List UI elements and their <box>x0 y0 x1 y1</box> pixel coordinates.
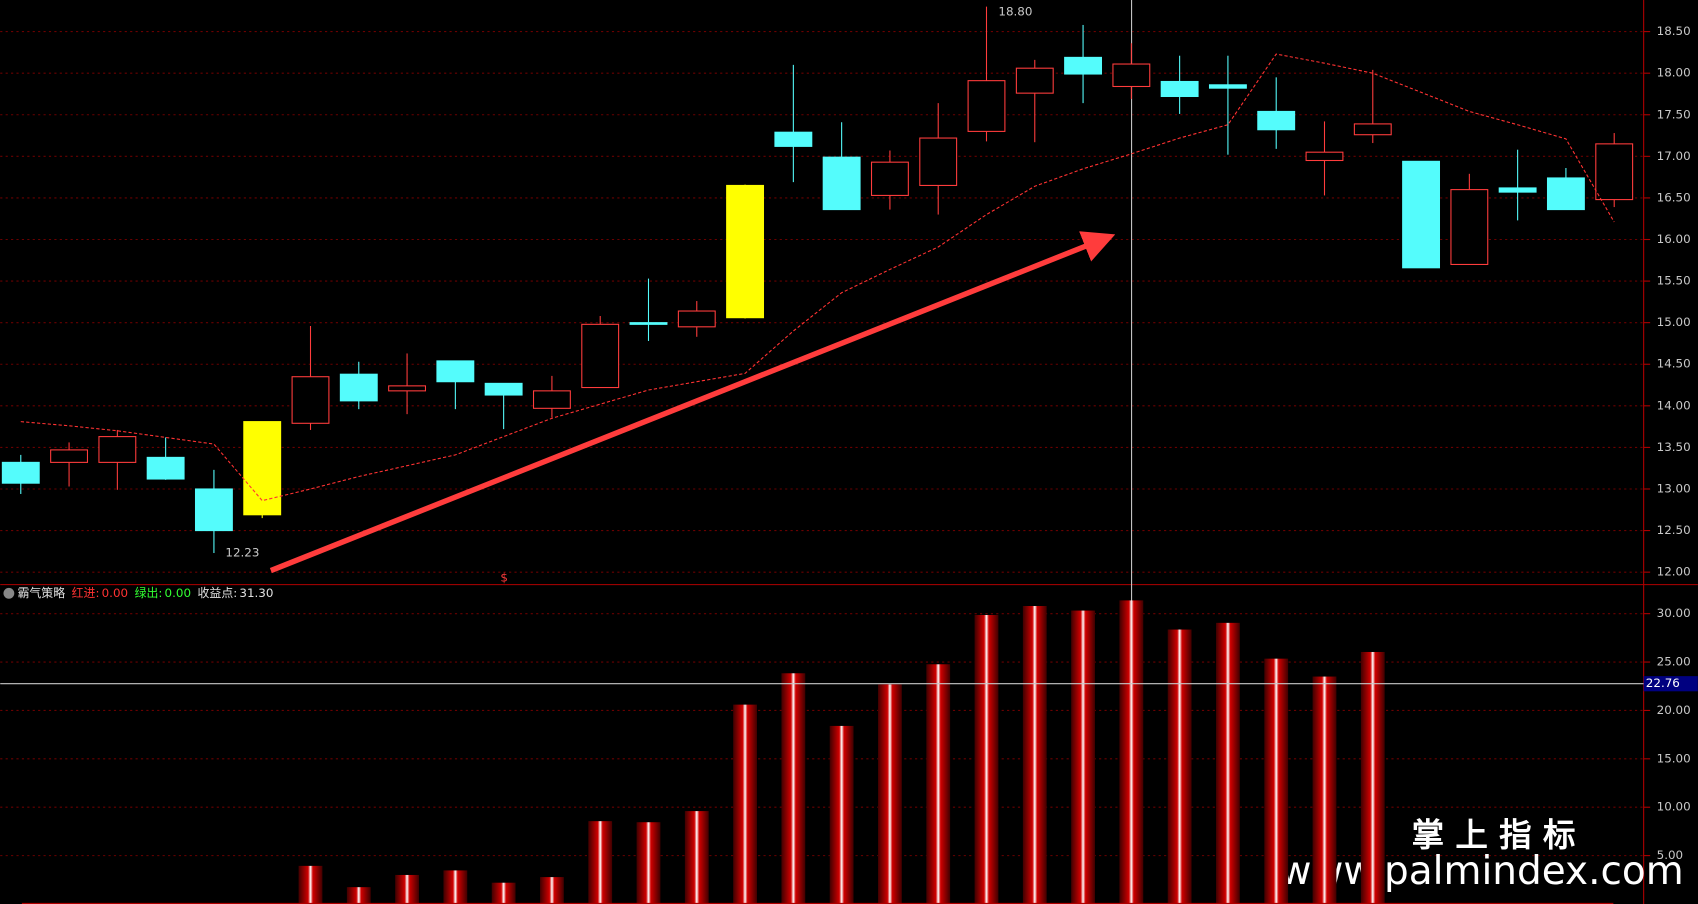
bar <box>1022 606 1047 904</box>
y-tick-label: 15.50 <box>1657 274 1691 288</box>
bar <box>1312 676 1337 904</box>
y-tick-label: 10.00 <box>1657 800 1691 814</box>
candle-body <box>726 184 765 319</box>
legend-value: 0.00 <box>165 586 191 600</box>
legend-label: 绿出: <box>135 586 163 600</box>
bar <box>781 673 806 904</box>
bar <box>1071 610 1095 904</box>
bar <box>588 821 613 904</box>
candle-body <box>822 156 861 211</box>
bar <box>443 870 468 904</box>
candle-body <box>870 161 909 196</box>
y-tick-label: 5.00 <box>1657 848 1683 862</box>
y-tick-label: 12.00 <box>1657 565 1691 579</box>
legend-value: 0.00 <box>102 586 128 600</box>
candle-body <box>98 436 137 463</box>
y-tick-label: 16.00 <box>1657 232 1691 246</box>
annotation: $ <box>500 571 508 585</box>
candle-body <box>146 456 185 480</box>
y-tick-label: 25.00 <box>1657 655 1691 669</box>
bar <box>1119 600 1144 904</box>
y-tick-label: 15.00 <box>1657 751 1691 765</box>
bar <box>1360 651 1385 904</box>
candle-body <box>919 137 958 186</box>
candle-body <box>581 323 620 389</box>
candle-body <box>1305 151 1344 162</box>
value-tag-bg <box>1643 676 1698 692</box>
candle-body <box>1595 143 1634 201</box>
moving-average <box>20 53 1615 502</box>
candle-body <box>1112 63 1151 88</box>
candle-body <box>677 310 716 328</box>
candle-body <box>291 376 330 424</box>
candle-body <box>1450 189 1489 265</box>
bar <box>1216 622 1240 904</box>
watermark-title: 掌 上 指 标 <box>1412 816 1576 854</box>
y-tick-label: 13.50 <box>1657 440 1691 454</box>
candle-body <box>1064 56 1103 75</box>
candle-body <box>1 461 40 484</box>
legend-label: 收益点: <box>198 586 238 600</box>
y-tick-label: 13.00 <box>1657 481 1691 495</box>
trend-arrow <box>269 231 1116 574</box>
candle-body <box>1546 177 1585 211</box>
bar <box>395 874 419 904</box>
bar <box>540 877 564 904</box>
y-tick-label: 14.50 <box>1657 357 1691 371</box>
y-tick-label: 20.00 <box>1657 703 1691 717</box>
y-tick-label: 14.00 <box>1657 398 1691 412</box>
bar <box>636 822 661 904</box>
candle-body <box>436 360 475 383</box>
bar <box>829 725 854 904</box>
candle-body <box>194 488 233 532</box>
candle-body <box>1402 160 1441 269</box>
bar <box>684 811 709 904</box>
y-tick-label: 18.50 <box>1657 24 1691 38</box>
candle-body <box>50 449 89 463</box>
bar <box>298 865 323 904</box>
indicator-title: 霸气策略 <box>18 586 66 600</box>
candle-body <box>1160 80 1199 98</box>
value-tag: 22.76 <box>1646 676 1680 690</box>
bar <box>491 882 516 904</box>
candle-body <box>484 382 523 396</box>
annotation: 12.23 <box>225 546 259 560</box>
legend-value: 31.30 <box>239 586 273 600</box>
y-tick-label: 16.50 <box>1657 190 1691 204</box>
candle-body <box>243 421 282 516</box>
candle-body <box>1015 67 1054 94</box>
candle-body <box>388 385 427 392</box>
bar <box>878 684 902 904</box>
candle-body <box>1208 84 1247 89</box>
y-tick-label: 18.00 <box>1657 66 1691 80</box>
candle-body <box>774 131 813 147</box>
y-tick-label: 15.00 <box>1657 315 1691 329</box>
watermark-url: www.palmindex.com <box>1280 849 1684 894</box>
y-tick-label: 17.50 <box>1657 107 1691 121</box>
candle-body <box>532 390 571 409</box>
collapse-icon[interactable] <box>3 587 15 599</box>
bar <box>1264 658 1289 904</box>
candle-body <box>1498 187 1537 193</box>
y-tick-label: 17.00 <box>1657 149 1691 163</box>
y-tick-label: 30.00 <box>1657 606 1691 620</box>
candle-body <box>629 322 668 325</box>
annotation: 18.80 <box>998 4 1032 18</box>
candle-body <box>1353 123 1392 136</box>
candle-body <box>1257 110 1296 131</box>
legend-label: 红进: <box>72 586 100 600</box>
bar <box>926 664 951 904</box>
candle-body <box>339 373 378 402</box>
bar <box>346 887 371 904</box>
bar <box>1167 629 1192 904</box>
bar <box>733 704 757 904</box>
y-tick-label: 12.50 <box>1657 523 1691 537</box>
bar <box>974 615 999 904</box>
candle-body <box>967 80 1006 132</box>
